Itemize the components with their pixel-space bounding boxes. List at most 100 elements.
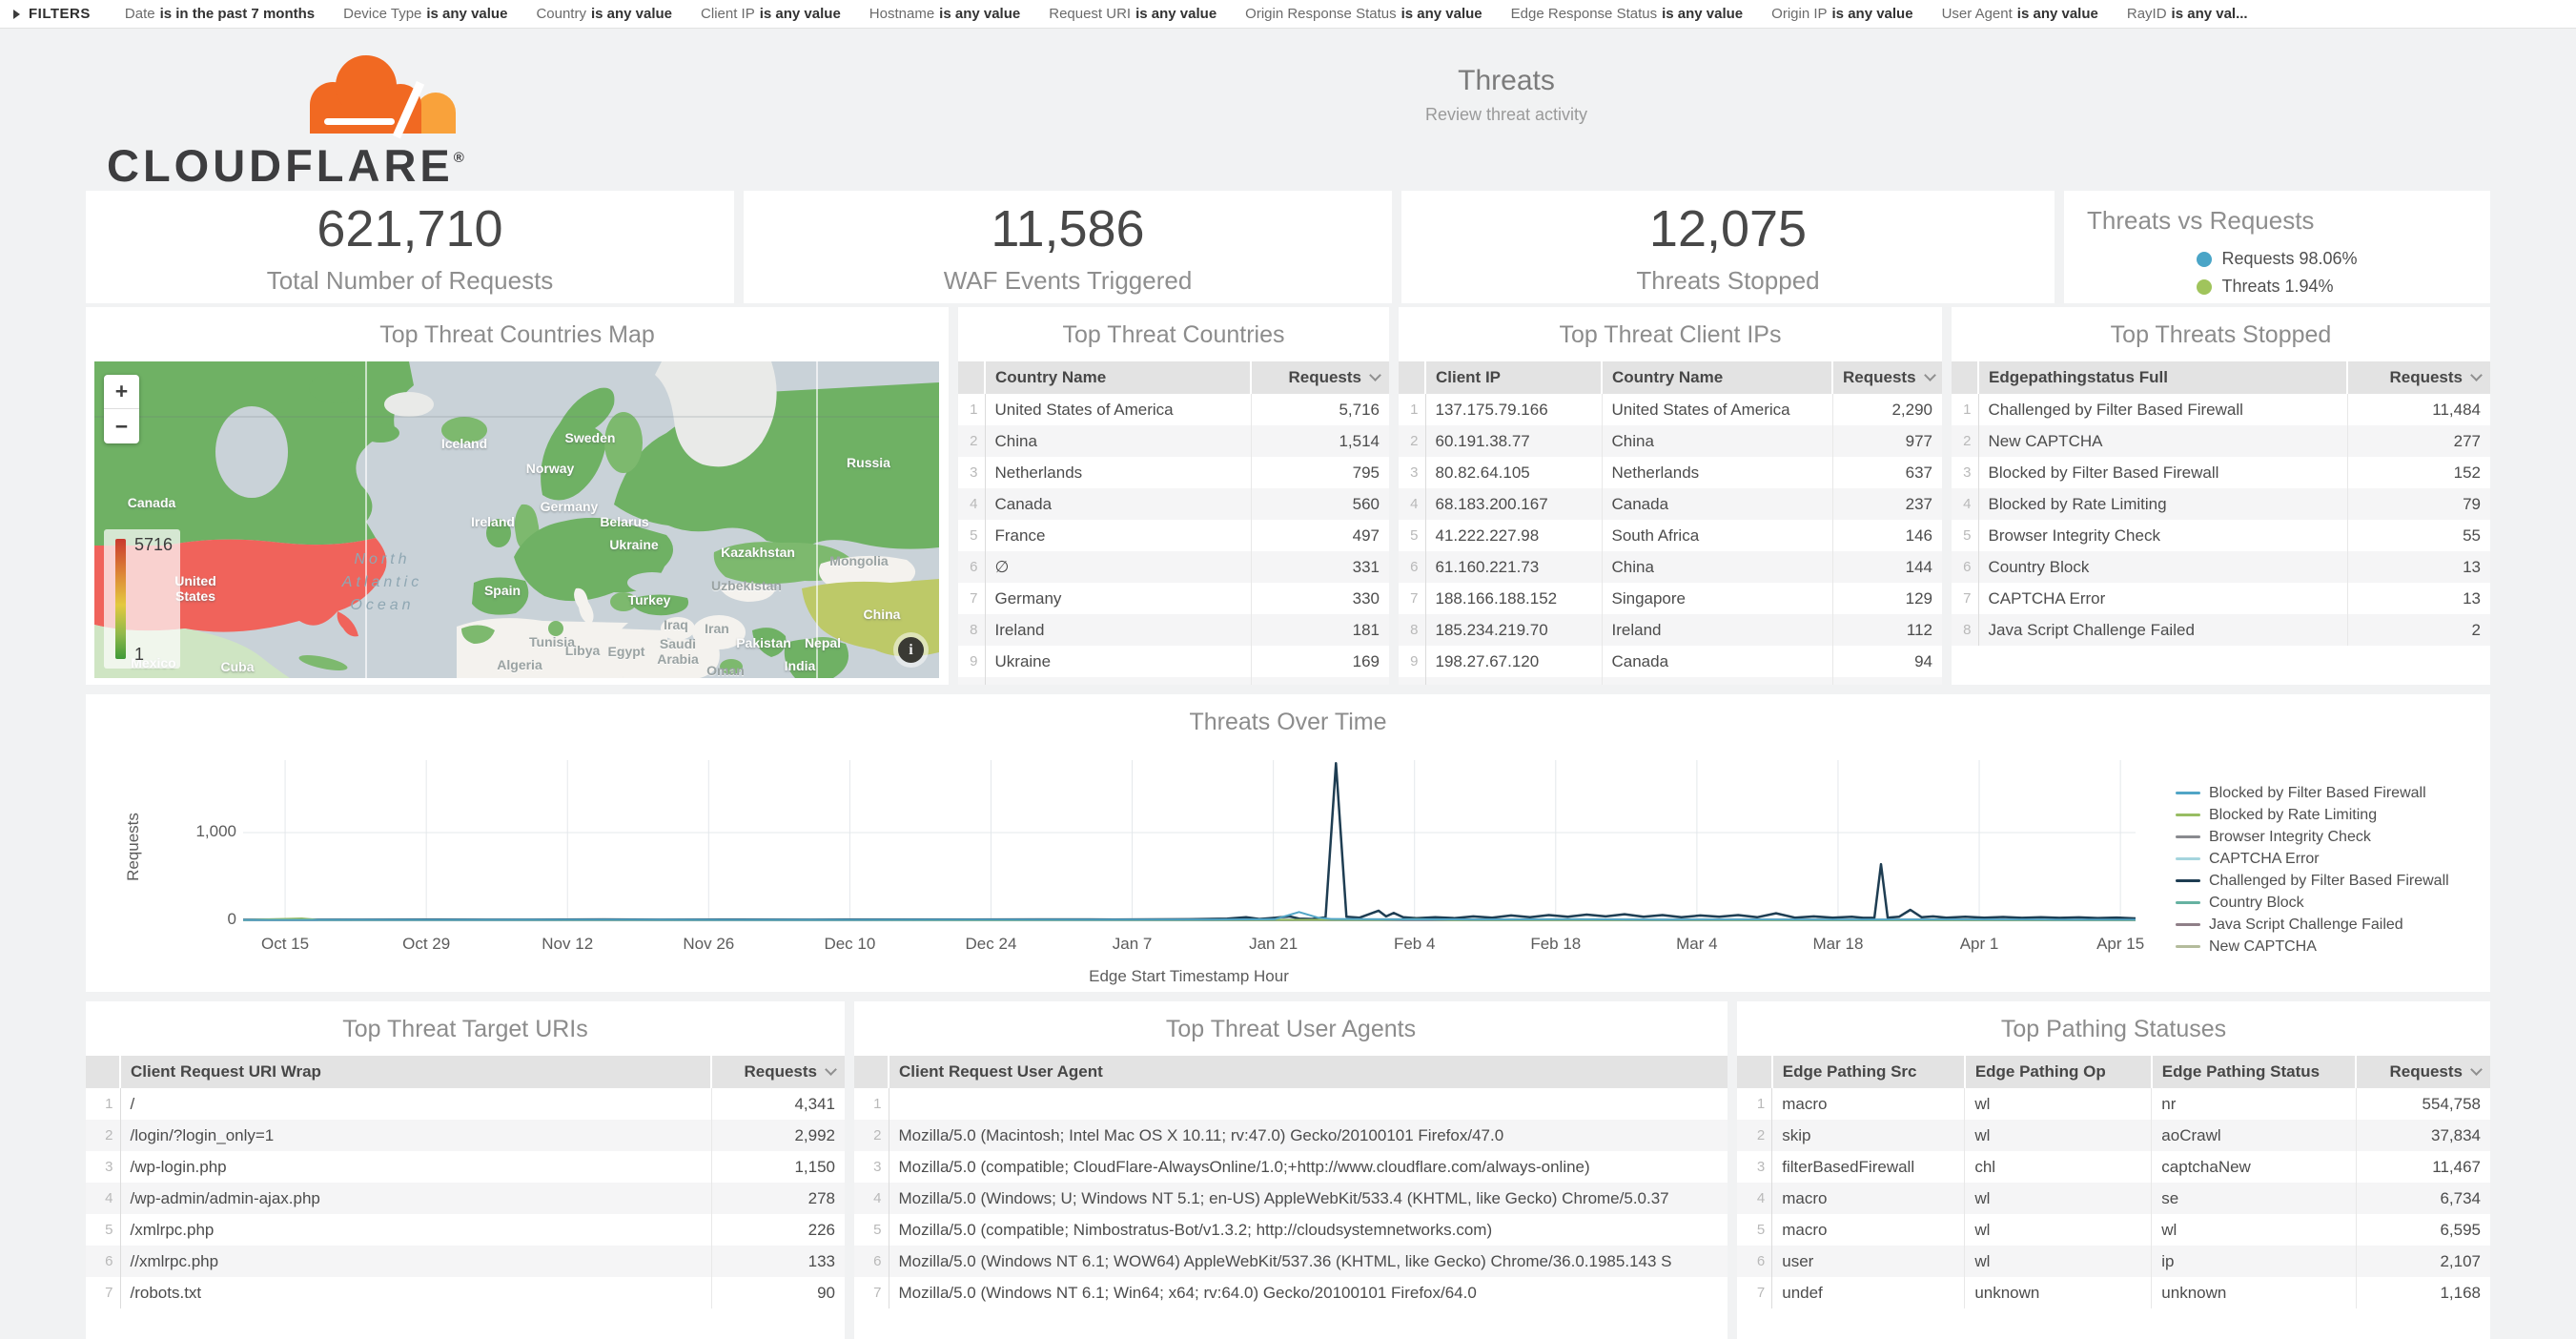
sort-column-header[interactable]: Requests (2356, 1056, 2490, 1088)
table-row[interactable]: 10Singapore158 (958, 677, 1389, 685)
row-rank: 7 (86, 1277, 120, 1308)
row-cell: 185.234.219.70 (1425, 614, 1602, 646)
table-row[interactable]: 1061.160.247.127China88 (1399, 677, 1942, 685)
chart-legend-item[interactable]: Java Script Challenge Failed (2176, 914, 2449, 936)
sort-column-header[interactable]: Requests (1251, 361, 1389, 394)
row-cell: 977 (1832, 425, 1942, 457)
row-cell: wl (1965, 1214, 2152, 1246)
row-rank: 1 (1737, 1088, 1772, 1120)
legend-item-threats[interactable]: Threats 1.94% (2197, 277, 2357, 297)
sort-column-header[interactable]: Requests (2347, 361, 2490, 394)
filter-condition: is any value (939, 6, 1020, 22)
chart-legend-item[interactable]: Blocked by Rate Limiting (2176, 804, 2449, 826)
filters-toggle[interactable]: FILTERS (13, 6, 91, 22)
zoom-out-button[interactable]: − (104, 409, 139, 443)
chart-legend-item[interactable]: Challenged by Filter Based Firewall (2176, 870, 2449, 892)
chart-legend-item[interactable]: Country Block (2176, 892, 2449, 914)
legend-line-swatch-icon (2176, 923, 2200, 926)
row-rank: 1 (86, 1088, 120, 1120)
world-map[interactable]: CanadaUnitedStatesMexicoCubaIcelandNorwa… (94, 361, 939, 678)
time-series-chart[interactable] (243, 736, 2136, 927)
row-cell: 5,716 (1251, 394, 1389, 425)
chart-legend-item[interactable]: New CAPTCHA (2176, 936, 2449, 958)
table-row[interactable]: 1/4,341 (86, 1088, 845, 1120)
chart-legend-item[interactable]: CAPTCHA Error (2176, 848, 2449, 870)
row-rank: 2 (1952, 425, 1978, 457)
legend-label: Requests 98.06% (2221, 249, 2357, 269)
map-info-icon[interactable]: i (898, 637, 924, 663)
row-cell: 198.27.67.120 (1425, 646, 1602, 677)
threats-dot-icon (2197, 279, 2212, 295)
sort-column-header[interactable]: Requests (1832, 361, 1942, 394)
table-row[interactable]: 6∅331 (958, 551, 1389, 583)
chart-legend-item[interactable]: Blocked by Filter Based Firewall (2176, 782, 2449, 804)
sort-column-header[interactable]: Requests (711, 1056, 845, 1088)
row-cell: France (985, 520, 1251, 551)
row-rank: 4 (1399, 488, 1425, 520)
row-cell: 277 (2347, 425, 2490, 457)
table-row[interactable]: 1 (854, 1088, 1728, 1120)
filter-field-label: Client IP (701, 6, 755, 22)
zoom-in-button[interactable]: + (104, 375, 139, 409)
legend-item-requests[interactable]: Requests 98.06% (2197, 249, 2357, 269)
row-cell: 133 (711, 1246, 845, 1277)
row-cell: se (2152, 1183, 2356, 1214)
chart-legend-item[interactable]: Browser Integrity Check (2176, 826, 2449, 848)
